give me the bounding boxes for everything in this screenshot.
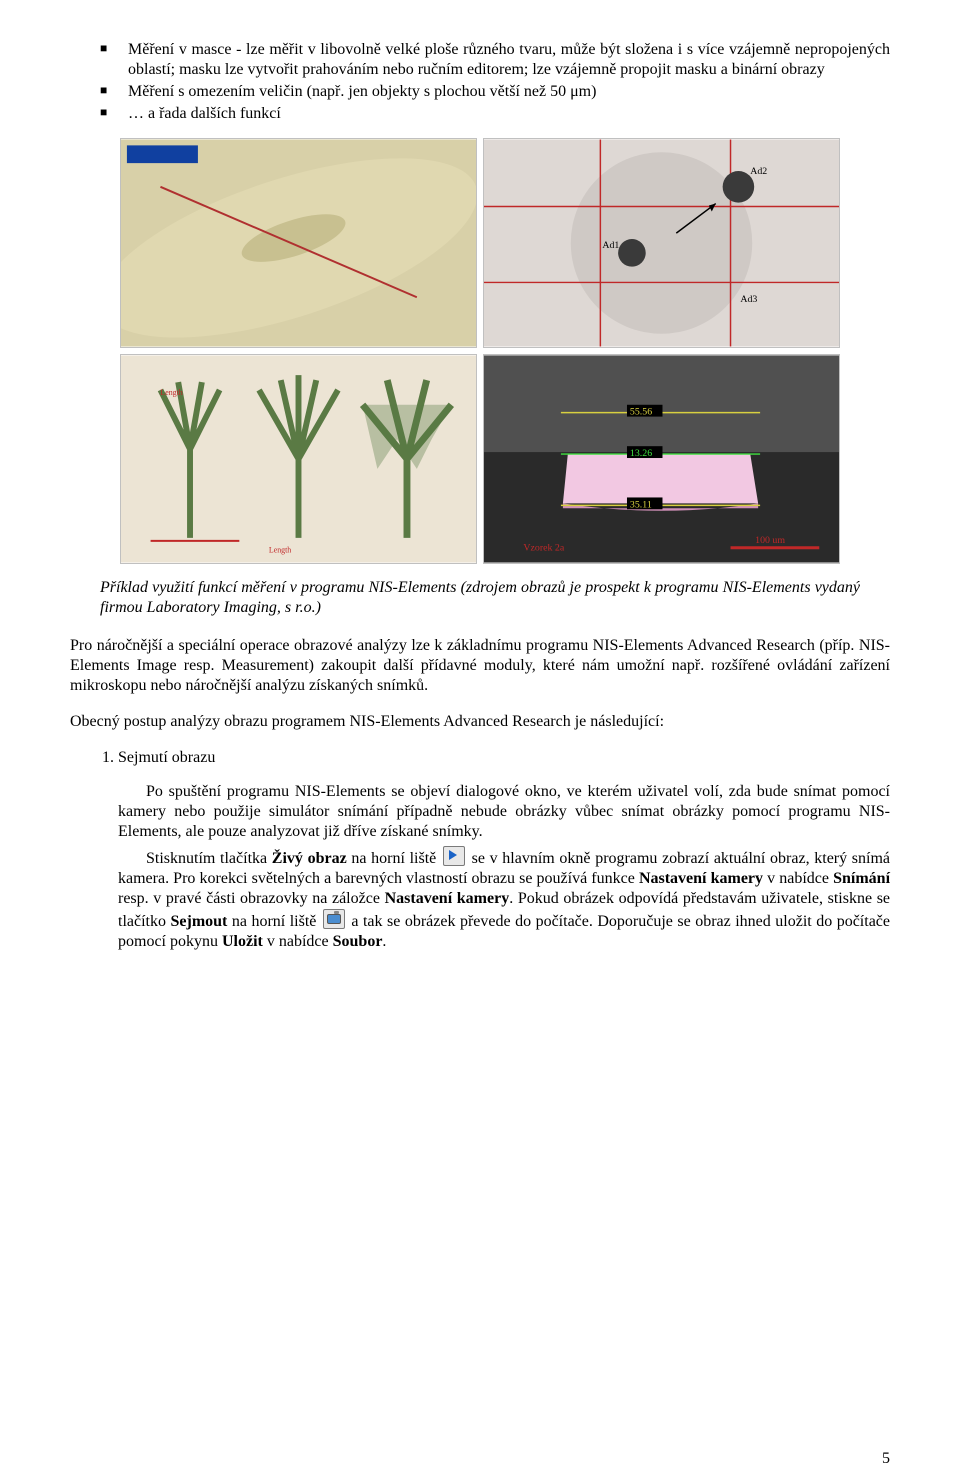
bullet-item: Měření s omezením veličin (např. jen obj… <box>100 82 890 102</box>
figure-caption: Příklad využití funkcí měření v programu… <box>70 578 890 618</box>
paragraph-2: Obecný postup analýzy obrazu programem N… <box>70 712 890 732</box>
svg-text:Vzorek 2a: Vzorek 2a <box>523 543 564 554</box>
figure-2: Ad1 Ad2 Ad3 <box>483 138 840 348</box>
step-1-title: Sejmutí obrazu <box>118 749 215 766</box>
play-icon <box>443 846 465 866</box>
paragraph-1: Pro náročnější a speciální operace obraz… <box>70 636 890 696</box>
figure-4: 55.56 13.26 35.11 Vzorek 2a 100 um <box>483 354 840 564</box>
svg-text:Length: Length <box>160 388 182 397</box>
page-number: 5 <box>882 1449 890 1469</box>
camera-icon <box>323 909 345 929</box>
svg-text:Length: Length <box>269 546 291 555</box>
svg-text:55.56: 55.56 <box>630 407 652 418</box>
svg-text:13.26: 13.26 <box>630 448 652 459</box>
step-1-p1: Po spuštění programu NIS-Elements se obj… <box>118 782 890 842</box>
bullet-item: … a řada dalších funkcí <box>100 104 890 124</box>
step-1-p2: Stisknutím tlačítka Živý obraz na horní … <box>118 846 890 952</box>
svg-text:Ad2: Ad2 <box>750 166 767 177</box>
svg-text:Ad1: Ad1 <box>602 240 619 251</box>
figure-1 <box>120 138 477 348</box>
svg-text:100 um: 100 um <box>755 535 785 546</box>
bullet-list: Měření v masce - lze měřit v libovolně v… <box>70 40 890 124</box>
step-1: Sejmutí obrazu Po spuštění programu NIS-… <box>118 748 890 952</box>
svg-text:Ad3: Ad3 <box>740 294 757 305</box>
bullet-item: Měření v masce - lze měřit v libovolně v… <box>100 40 890 80</box>
numbered-list: Sejmutí obrazu Po spuštění programu NIS-… <box>70 748 890 952</box>
figure-3: Length Length <box>120 354 477 564</box>
svg-text:35.11: 35.11 <box>630 499 652 510</box>
figure-grid: Ad1 Ad2 Ad3 <box>120 138 840 564</box>
